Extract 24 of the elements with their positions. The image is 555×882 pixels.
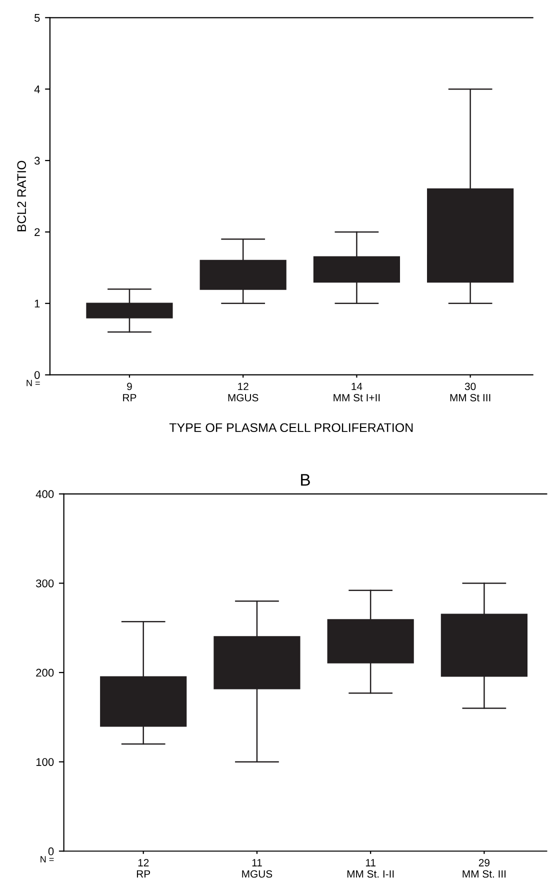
y-tick-label: 200 [36,668,54,677]
x-tick-label: 29 MM St. III [462,859,506,878]
y-axis-title: BCL2 RATIO [17,160,26,232]
y-tick-label: 5 [34,14,40,22]
y-tick-label: 2 [34,228,40,236]
x-tick-label: 12 RP [136,859,150,878]
y-tick-label: 300 [36,579,54,588]
y-tick-label: 3 [34,156,40,165]
x-tick-label: 9 RP [123,382,136,402]
x-tick-label: 12 MGUS [228,382,258,402]
x-tick-label: 14 MM St I+II [334,382,380,402]
y-tick-label: 4 [34,85,40,94]
x-tick-label: 30 MM St III [450,382,490,402]
text: N = [26,380,40,386]
x-tick-label: 11 MM St. I-II [347,859,394,878]
y-tick-label: 1 [34,300,40,308]
x-axis-title: TYPE OF PLASMA CELL PROLIFERATION [169,423,413,432]
y-tick-label: 100 [36,758,54,766]
y-tick-label: 0 [48,847,54,856]
chart-title: B [301,474,310,486]
text: N = [40,856,54,862]
x-tick-label: 11 MGUS [242,859,272,878]
y-tick-label: 400 [36,490,54,498]
y-tick-label: 0 [34,371,40,379]
